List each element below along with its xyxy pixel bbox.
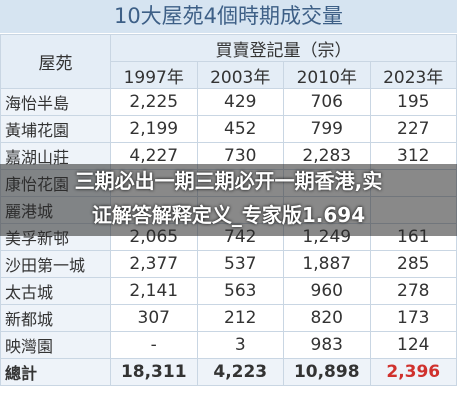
cell: 1,887	[283, 250, 371, 278]
cell: 3	[196, 331, 284, 359]
cell: 285	[369, 250, 457, 278]
row: 太古城 2,141 563 960 278	[0, 277, 457, 305]
overlay: 三期必出一期三期必开一期香港,实 证解答解释定义_专家版1.694	[0, 164, 457, 236]
group-header: 買賣登記量（宗）	[110, 34, 457, 62]
row-name: 總計	[0, 358, 111, 386]
cell: 2,225	[110, 88, 198, 116]
row: 新都城 307 212 820 173	[0, 304, 457, 332]
cell: 706	[283, 88, 371, 116]
cell: 18,311	[110, 358, 198, 386]
year-header: 2003年	[196, 61, 284, 89]
cell: 429	[196, 88, 284, 116]
row: 海怡半島 2,225 429 706 195	[0, 88, 457, 116]
row-name: 新都城	[0, 304, 111, 332]
cell: 307	[110, 304, 198, 332]
cell: 173	[369, 304, 457, 332]
year-header: 2023年	[369, 61, 457, 89]
cell: 4,223	[196, 358, 284, 386]
row-name: 嘉湖山莊	[0, 142, 111, 170]
row-name: 海怡半島	[0, 88, 111, 116]
cell: 960	[283, 277, 371, 305]
cell: 452	[196, 115, 284, 143]
row: 黃埔花園 2,199 452 799 227	[0, 115, 457, 143]
corner: 屋苑	[0, 34, 111, 89]
cell: 820	[283, 304, 371, 332]
cell: 537	[196, 250, 284, 278]
cell: 278	[369, 277, 457, 305]
cell: 10,898	[283, 358, 371, 386]
title: 10大屋苑4個時期成交量	[0, 0, 457, 33]
cell: 799	[283, 115, 371, 143]
cell: 195	[369, 88, 457, 116]
row-name: 太古城	[0, 277, 111, 305]
cell: -	[110, 331, 198, 359]
cell: 212	[196, 304, 284, 332]
row-name: 黃埔花園	[0, 115, 111, 143]
cell: 124	[369, 331, 457, 359]
cell: 563	[196, 277, 284, 305]
cell: 2,396	[369, 358, 457, 386]
row: 沙田第一城 2,377 537 1,887 285	[0, 250, 457, 278]
cell: 983	[283, 331, 371, 359]
cell: 2,141	[110, 277, 198, 305]
cell: 227	[369, 115, 457, 143]
row: 嘉湖山莊 4,227 730 2,283 312	[0, 142, 457, 170]
cell: 2,377	[110, 250, 198, 278]
row: 映灣園 -3 983 124	[0, 331, 457, 359]
overlay-line: 三期必出一期三期必开一期香港,实	[74, 169, 383, 193]
cell: 2,199	[110, 115, 198, 143]
row-name: 沙田第一城	[0, 250, 111, 278]
row: 總計 18,311 4,223 10,898 2,396	[0, 358, 457, 386]
year-header: 2010年	[283, 61, 371, 89]
overlay-line: 证解答解释定义_专家版1.694	[91, 203, 366, 227]
row-name: 映灣園	[0, 331, 111, 359]
year-header: 1997年	[110, 61, 198, 89]
